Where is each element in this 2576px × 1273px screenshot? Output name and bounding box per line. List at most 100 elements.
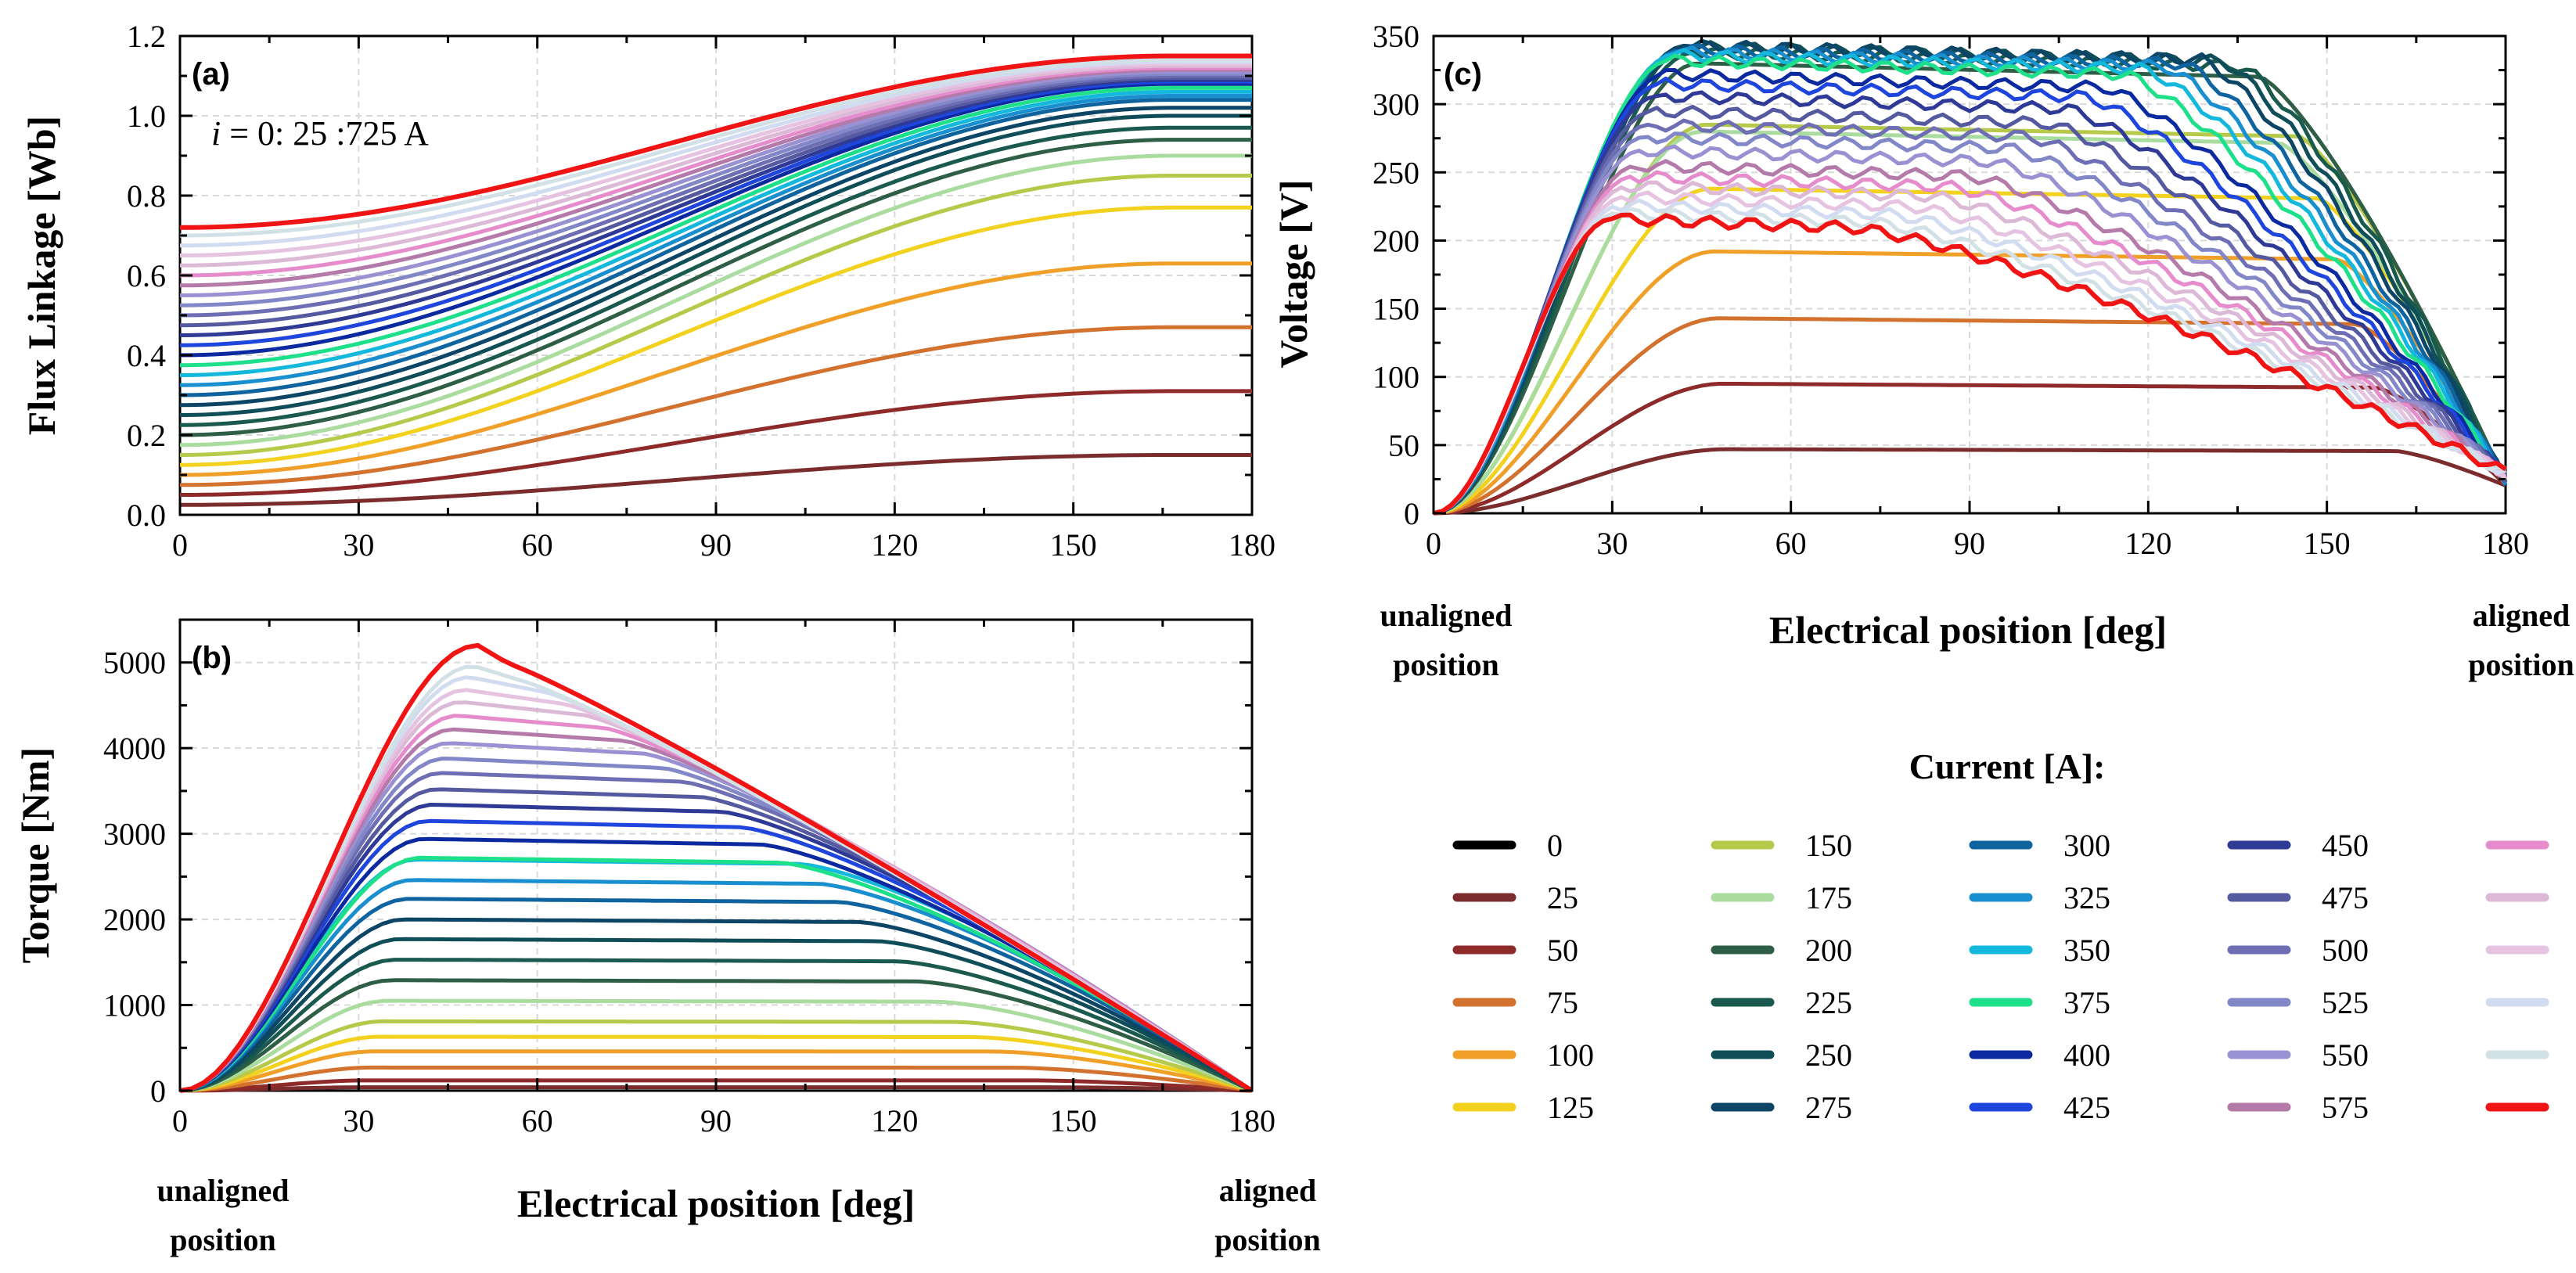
voltage-curve-600A (1433, 170, 2508, 516)
legend-label-275: 275 (1805, 1090, 1852, 1125)
flux-curve-50A (180, 389, 1252, 497)
flux-curve-125A (179, 205, 1252, 467)
torque-curve-275A (179, 917, 1254, 1093)
legend-label-300: 300 (2063, 828, 2110, 863)
legend-label-125: 125 (1547, 1090, 1594, 1125)
panel-c-unaligned-line2: position (1393, 647, 1499, 682)
tick-label-x: 90 (700, 527, 732, 563)
tick-label-y: 1.2 (127, 19, 166, 54)
panel-c-letter: (c) (1444, 57, 1482, 92)
voltage-curve-625A (1433, 180, 2507, 516)
flux-curve-175A (179, 153, 1252, 448)
flux-curve-375A (179, 85, 1252, 368)
legend: Current [A]: 0 25 50 75 100 125 150 175 200 225 25… (1452, 746, 2549, 1125)
torque-curve-150A (179, 1019, 1253, 1093)
flux-curve-425A (179, 80, 1252, 347)
torque-curve-175A (179, 998, 1253, 1093)
tick-label-x: 180 (1229, 527, 1275, 563)
torque-curve-75A (179, 1065, 1253, 1093)
voltage-curve-550A (1433, 144, 2507, 516)
legend-label-575: 575 (2322, 1090, 2369, 1125)
legend-label-525: 525 (2322, 985, 2369, 1020)
legend-label-0: 0 (1547, 828, 1563, 863)
tick-label-y: 350 (1373, 19, 1419, 54)
tick-label-y: 0 (150, 1073, 166, 1109)
tick-label-y: 100 (1373, 360, 1419, 395)
voltage-curve-425A (1433, 76, 2508, 516)
legend-label-225: 225 (1805, 985, 1852, 1020)
torque-curve-300A (179, 897, 1254, 1093)
tick-label-x: 150 (2304, 526, 2351, 561)
panel-c-aligned-line1: aligned (2473, 598, 2570, 633)
flux-curve-550A (179, 70, 1252, 297)
legend-label-350: 350 (2063, 933, 2110, 968)
tick-label-x: 30 (343, 527, 374, 563)
tick-label-x: 150 (1050, 1103, 1097, 1138)
voltage-curve-500A (1433, 118, 2507, 516)
flux-curve-300A (179, 98, 1252, 397)
torque-curve-725A (179, 642, 1254, 1093)
flux-curve-200A (179, 138, 1252, 437)
flux-curve-525A (179, 71, 1252, 307)
legend-label-450: 450 (2322, 828, 2369, 863)
legend-label-200: 200 (1805, 933, 1852, 968)
flux-curve-150A (179, 174, 1252, 457)
annotation-italic: i (211, 114, 221, 153)
flux-curve-225A (179, 125, 1252, 427)
flux-curve-650A (179, 62, 1252, 257)
panel-b-unaligned-line2: position (170, 1222, 276, 1257)
panel-b-aligned-line1: aligned (1219, 1173, 1316, 1208)
tick-label-y: 0 (1404, 496, 1419, 531)
flux-curve-25A (179, 453, 1252, 507)
tick-label-x: 90 (1954, 526, 1985, 561)
panel-a-annotation: i = 0: 25 :725 A (211, 114, 429, 153)
tick-label-x: 180 (2482, 526, 2529, 561)
panel-a-ylabel: Flux Linkage [Wb] (20, 116, 63, 435)
legend-label-475: 475 (2322, 880, 2369, 915)
legend-label-150: 150 (1805, 828, 1852, 863)
torque-curve-250A (179, 937, 1254, 1093)
legend-label-75: 75 (1547, 985, 1578, 1020)
tick-label-x: 120 (871, 1103, 918, 1138)
tick-label-y: 300 (1373, 87, 1419, 122)
flux-curve-450A (179, 77, 1252, 337)
panel-b-letter: (b) (192, 641, 232, 675)
legend-label-100: 100 (1547, 1037, 1594, 1073)
tick-label-y: 3000 (103, 817, 166, 852)
tick-label-x: 60 (522, 1103, 553, 1138)
tick-label-x: 30 (1596, 526, 1628, 561)
panel-c-unaligned-line1: unaligned (1380, 598, 1513, 633)
legend-label-325: 325 (2063, 880, 2110, 915)
flux-curve-575A (179, 67, 1252, 288)
legend-label-50: 50 (1547, 933, 1578, 968)
tick-label-y: 250 (1373, 155, 1419, 190)
tick-label-x: 150 (1050, 527, 1097, 563)
panel-b-xlabel: Electrical position [deg] (517, 1181, 915, 1225)
legend-label-550: 550 (2322, 1037, 2369, 1073)
torque-curve-100A (179, 1049, 1253, 1093)
flux-curve-675A (180, 59, 1252, 248)
flux-curve-350A (179, 89, 1252, 377)
tick-label-y: 0.8 (127, 178, 166, 214)
legend-label-425: 425 (2063, 1090, 2110, 1125)
tick-label-x: 0 (172, 1103, 188, 1138)
flux-curve-250A (179, 113, 1252, 417)
tick-label-x: 0 (172, 527, 188, 563)
voltage-curve-375A (1433, 53, 2507, 516)
torque-curve-375A (179, 855, 1254, 1093)
tick-label-x: 60 (1775, 526, 1807, 561)
panel-b-torque: 0 30 60 90 120 150 180 0 1000 2000 3000 4000 5000 (b… (13, 618, 1321, 1257)
panel-c-xlabel: Electrical position [deg] (1769, 608, 2167, 652)
legend-label-500: 500 (2322, 933, 2369, 968)
panel-b-aligned-line2: position (1214, 1222, 1321, 1257)
legend-label-175: 175 (1805, 880, 1852, 915)
tick-label-y: 2000 (103, 902, 166, 937)
flux-curve-600A (179, 66, 1252, 278)
panel-a-letter: (a) (192, 57, 230, 92)
legend-title: Current [A]: (1909, 746, 2106, 786)
annotation-text: = 0: 25 :725 A (221, 114, 429, 153)
torque-curve-200A (179, 978, 1254, 1093)
tick-label-x: 120 (2124, 526, 2171, 561)
voltage-curve-200A (1433, 61, 2508, 516)
